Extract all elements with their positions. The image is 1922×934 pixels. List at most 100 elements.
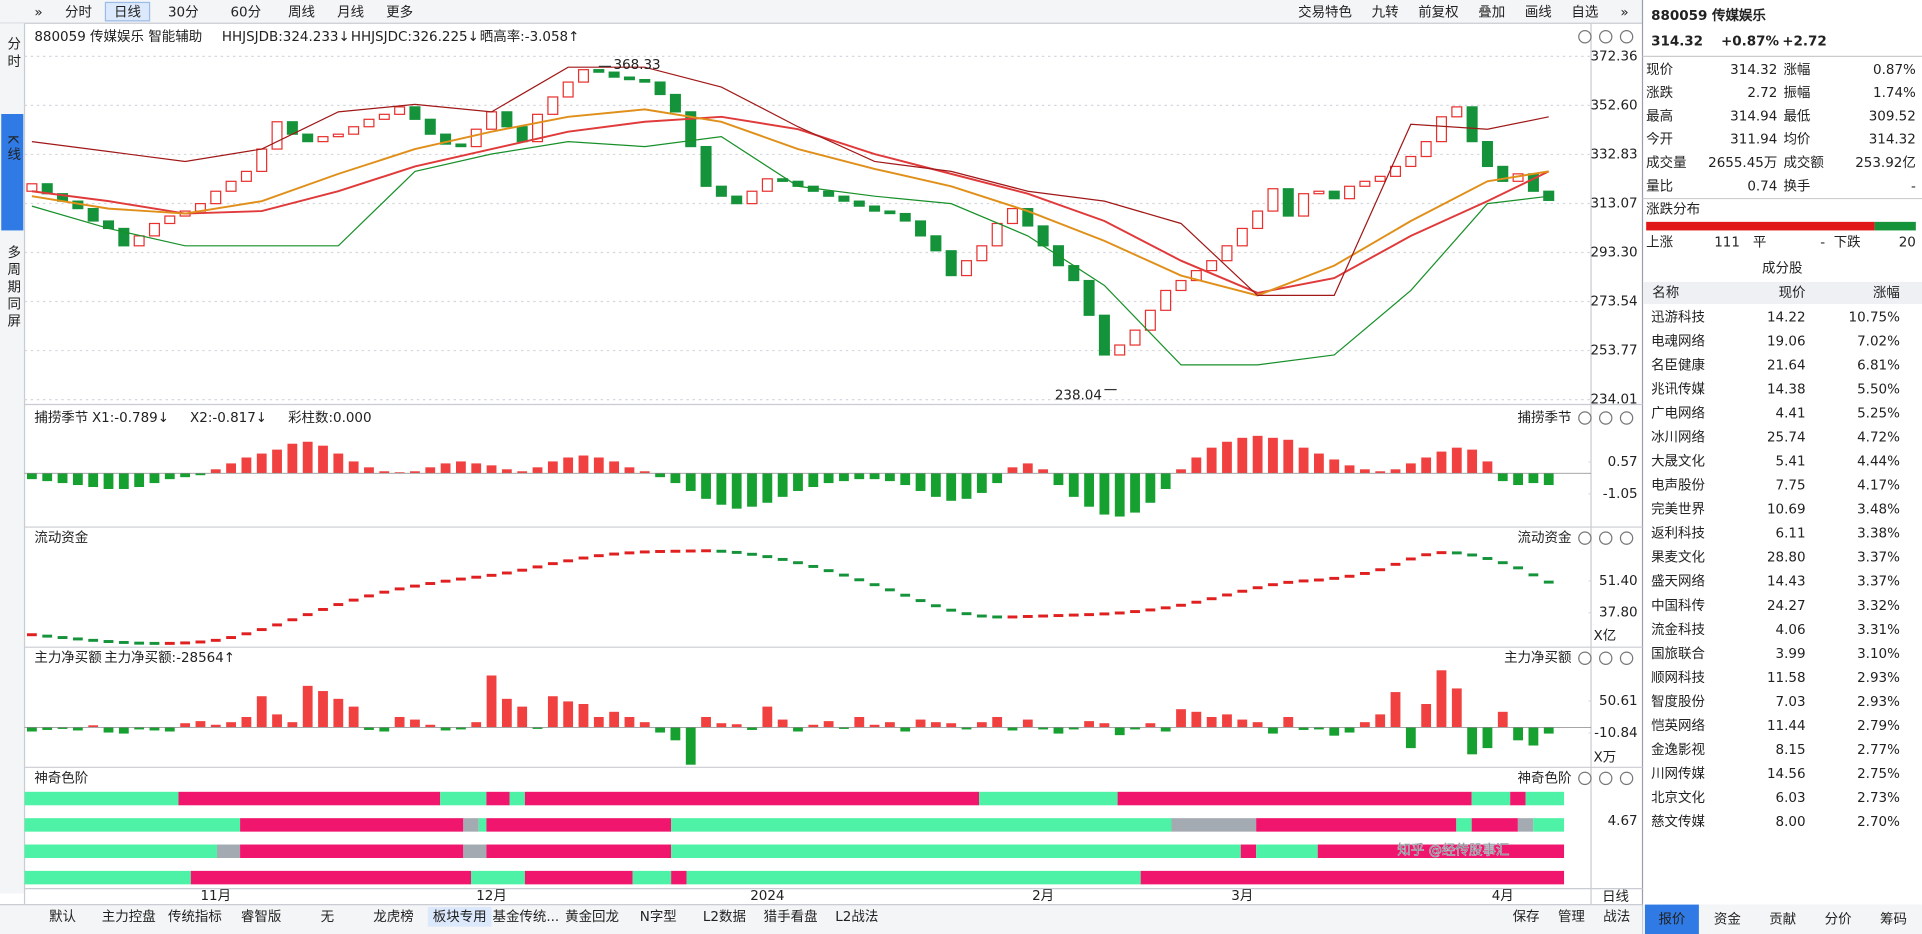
stock-name[interactable]: 流金科技 [1651, 622, 1705, 638]
bottom-tab[interactable]: 传统指标 [168, 909, 222, 925]
bottom-action[interactable]: 管理 [1558, 909, 1585, 925]
quote-tab[interactable]: 资金 [1714, 911, 1741, 927]
bar [731, 724, 742, 728]
stock-name[interactable]: 川网传媒 [1651, 766, 1705, 782]
quote-value: 0.87% [1873, 62, 1916, 78]
quote-tab[interactable]: 贡献 [1769, 911, 1796, 927]
side-tab[interactable]: 多周期同屏 [4, 244, 21, 331]
x-tick-label: 2月 [1032, 888, 1054, 904]
column-header: 现价 [1779, 285, 1806, 301]
panel-icon[interactable] [1619, 30, 1634, 44]
expand-icon[interactable]: » [1620, 4, 1628, 20]
toolbar-button[interactable]: 日线 [114, 4, 141, 20]
candle [945, 250, 957, 277]
flow-dot [915, 599, 926, 603]
bottom-tab[interactable]: 无 [321, 909, 334, 925]
toolbar-button[interactable]: 前复权 [1418, 3, 1459, 20]
panel-icon[interactable] [1619, 771, 1634, 786]
bottom-tab[interactable]: L2战法 [835, 909, 878, 925]
quote-tab[interactable]: 报价 [1658, 911, 1685, 927]
bottom-tab[interactable]: 基金传统... [493, 908, 560, 925]
panel-icon[interactable] [1578, 771, 1592, 786]
stock-name[interactable]: 返利科技 [1651, 526, 1705, 542]
flow-dot [1268, 583, 1278, 587]
stock-name[interactable]: 电魂网络 [1651, 333, 1705, 349]
bottom-tab[interactable]: L2数据 [703, 909, 746, 925]
panel-icon[interactable] [1598, 531, 1613, 545]
bottom-tab[interactable]: 主力控盘 [102, 908, 156, 925]
panel-icon[interactable] [1598, 651, 1613, 665]
bar [701, 716, 711, 728]
bottom-action[interactable]: 保存 [1513, 909, 1540, 925]
quote-tab[interactable]: 分价 [1825, 911, 1852, 927]
flow-dot [42, 634, 53, 638]
toolbar-button[interactable]: 九转 [1372, 4, 1399, 20]
toolbar-button[interactable]: 自选 [1571, 4, 1598, 20]
collapse-icon[interactable]: » [34, 4, 42, 20]
stock-name[interactable]: 顺网科技 [1651, 670, 1705, 686]
bottom-tab[interactable]: 睿智版 [241, 909, 281, 925]
stock-name[interactable]: 广电网络 [1651, 406, 1705, 422]
panel-icon[interactable] [1578, 411, 1592, 425]
toolbar-button[interactable]: 叠加 [1478, 4, 1505, 20]
candle [623, 76, 635, 81]
candle [838, 195, 850, 202]
stock-name[interactable]: 冰川网络 [1651, 430, 1705, 446]
panel-icon[interactable] [1619, 411, 1634, 425]
panel-icon[interactable] [1598, 411, 1613, 425]
bottom-tab[interactable]: 黄金回龙 [565, 909, 619, 925]
stock-name[interactable]: 智度股份 [1651, 694, 1705, 710]
bar [1084, 473, 1094, 507]
stock-name[interactable]: 慈文传媒 [1651, 814, 1705, 830]
bottom-tab[interactable]: 龙虎榜 [373, 908, 413, 925]
stock-name[interactable]: 电声股份 [1651, 478, 1705, 494]
stock-name[interactable]: 完美世界 [1651, 502, 1705, 518]
side-tab[interactable]: 分时 [4, 37, 21, 71]
stock-name[interactable]: 兆讯传媒 [1651, 382, 1705, 398]
bar [210, 469, 221, 474]
panel-icon[interactable] [1598, 771, 1613, 786]
stock-name[interactable]: 北京文化 [1651, 790, 1705, 806]
toolbar-button[interactable]: 交易特色 [1298, 3, 1352, 20]
stock-name[interactable]: 名臣健康 [1651, 357, 1705, 374]
stock-name[interactable]: 恺英网络 [1651, 717, 1705, 734]
panel-icon[interactable] [1578, 531, 1592, 545]
bar [318, 691, 328, 728]
bar [57, 473, 68, 484]
stock-name[interactable]: 大晟文化 [1651, 454, 1705, 470]
panel-icon[interactable] [1619, 651, 1634, 665]
bottom-action[interactable]: 战法 [1603, 909, 1630, 925]
stock-name[interactable]: 盛天网络 [1651, 574, 1705, 590]
flow-dot [762, 555, 773, 559]
toolbar-button[interactable]: 画线 [1525, 4, 1552, 20]
panel-icon[interactable] [1619, 531, 1634, 545]
flow-dot [731, 550, 742, 554]
bottom-tab[interactable]: 默认 [49, 909, 76, 925]
stock-name[interactable]: 国旅联合 [1651, 646, 1705, 662]
stock-name[interactable]: 迅游科技 [1651, 309, 1705, 325]
toolbar-button[interactable]: 60分 [230, 4, 261, 20]
toolbar-button[interactable]: 月线 [337, 4, 364, 20]
bottom-tab[interactable]: 板块专用 [433, 909, 487, 925]
bar [885, 722, 895, 728]
toolbar-button[interactable]: 更多 [386, 3, 413, 20]
panel-icon[interactable] [1578, 651, 1592, 665]
panel-icon[interactable] [1578, 30, 1592, 44]
bar [1451, 688, 1462, 728]
toolbar-button[interactable]: 30分 [168, 4, 199, 20]
toolbar-button[interactable]: 周线 [288, 4, 315, 20]
indicator-text: 晒高率:-3.058↑ [480, 28, 580, 45]
bottom-tab[interactable]: N字型 [640, 909, 677, 925]
stock-name[interactable]: 中国科传 [1651, 598, 1705, 614]
toolbar-button[interactable]: 分时 [65, 4, 92, 20]
candle [669, 93, 681, 113]
stock-name[interactable]: 金逸影视 [1651, 742, 1705, 758]
panel-icon[interactable] [1598, 30, 1613, 44]
quote-tab[interactable]: 筹码 [1880, 910, 1907, 927]
side-tab[interactable]: K线 [4, 135, 21, 165]
bottom-tab[interactable]: 猎手看盘 [764, 908, 818, 925]
bar [1283, 716, 1294, 728]
stock-name[interactable]: 果麦文化 [1651, 550, 1705, 566]
bar [1513, 473, 1523, 486]
flow-dot [149, 641, 160, 645]
